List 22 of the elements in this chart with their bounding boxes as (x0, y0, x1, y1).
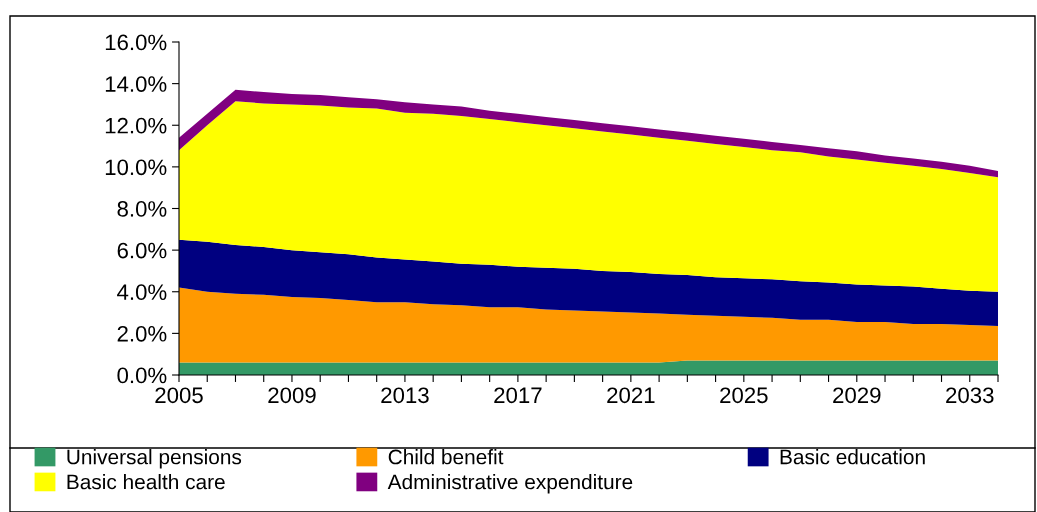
x-tick-label: 2033 (946, 387, 994, 404)
y-tick-label: 16.0% (105, 34, 167, 51)
x-tick-label: 2029 (833, 387, 881, 404)
legend-label: Child benefit (388, 449, 504, 465)
legend-label: Basic education (780, 449, 925, 465)
y-tick-label: 14.0% (105, 76, 167, 92)
x-tick-label: 2005 (155, 387, 203, 404)
legend-label: Basic health care (67, 474, 225, 490)
y-tick-label: 2.0% (117, 325, 167, 342)
x-tick-label: 2017 (494, 387, 542, 404)
x-tick-label: 2013 (381, 387, 429, 404)
y-tick-label: 10.0% (105, 159, 167, 176)
y-tick-label: 12.0% (105, 117, 167, 134)
y-tick-label: 4.0% (117, 284, 167, 301)
y-tick-label: 0.0% (117, 367, 167, 384)
x-tick-label: 2009 (268, 387, 316, 404)
x-tick-label: 2025 (720, 387, 768, 404)
y-tick-label: 8.0% (117, 201, 167, 217)
legend-label: Administrative expenditure (387, 474, 633, 494)
x-tick-label: 2021 (607, 387, 655, 404)
y-tick-label: 6.0% (117, 242, 167, 259)
legend-label: Universal pensions (67, 449, 242, 469)
